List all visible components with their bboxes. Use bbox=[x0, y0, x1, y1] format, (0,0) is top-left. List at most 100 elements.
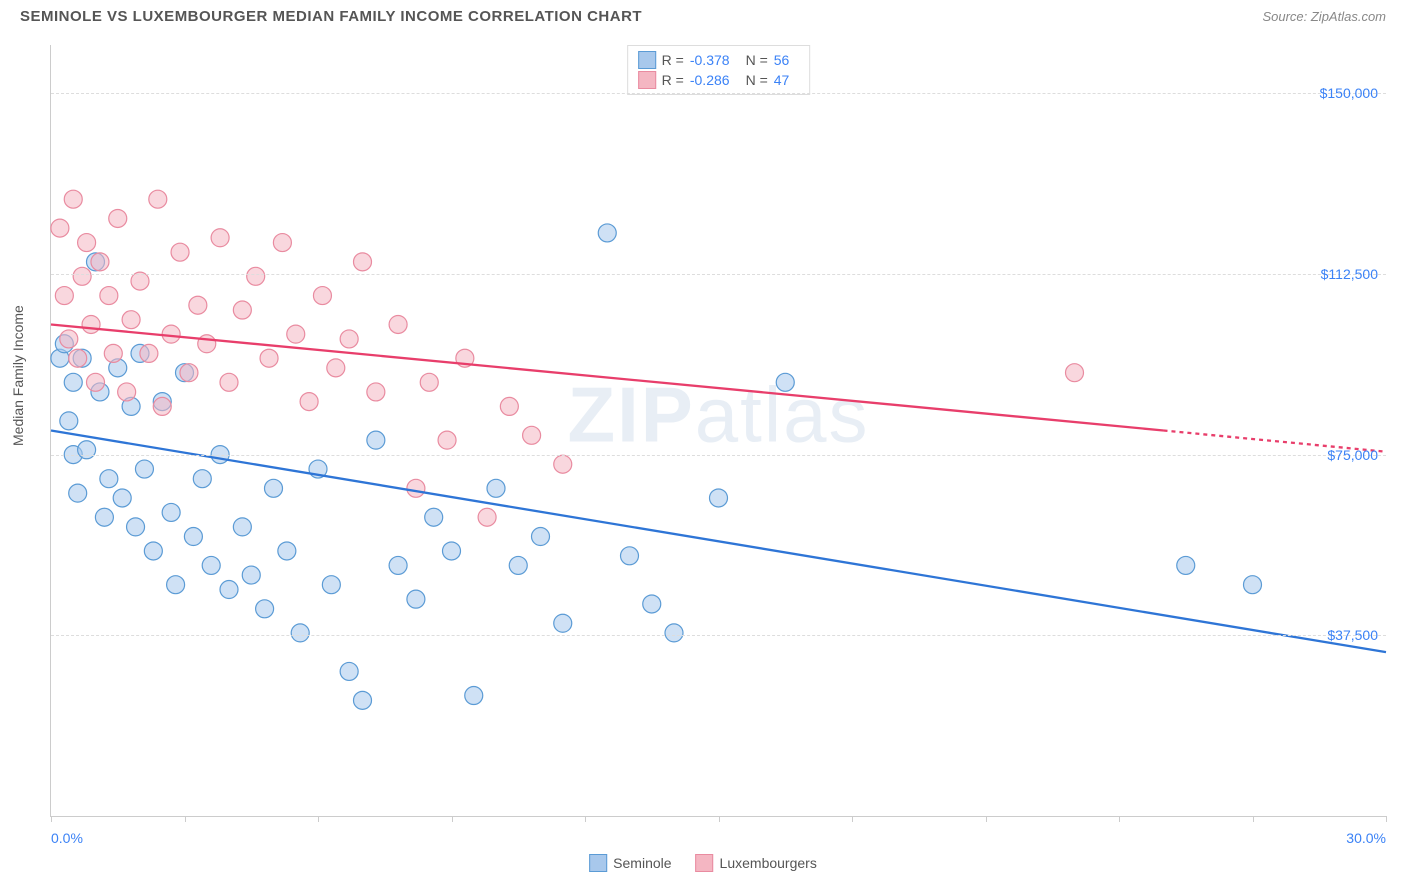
scatter-point bbox=[1244, 576, 1262, 594]
trend-line bbox=[51, 324, 1164, 430]
scatter-point bbox=[287, 325, 305, 343]
scatter-point bbox=[247, 267, 265, 285]
stat-n-label: N = bbox=[746, 72, 768, 88]
scatter-point bbox=[118, 383, 136, 401]
scatter-point bbox=[233, 518, 251, 536]
scatter-point bbox=[189, 296, 207, 314]
scatter-point bbox=[140, 344, 158, 362]
scatter-point bbox=[554, 614, 572, 632]
scatter-point bbox=[265, 479, 283, 497]
scatter-point bbox=[202, 556, 220, 574]
scatter-point bbox=[233, 301, 251, 319]
scatter-point bbox=[710, 489, 728, 507]
scatter-point bbox=[532, 528, 550, 546]
stat-r-label: R = bbox=[662, 72, 684, 88]
scatter-point bbox=[273, 234, 291, 252]
legend-swatch bbox=[589, 854, 607, 872]
scatter-point bbox=[60, 330, 78, 348]
legend-swatch bbox=[696, 854, 714, 872]
x-tick bbox=[1253, 816, 1254, 822]
x-tick bbox=[1119, 816, 1120, 822]
scatter-point bbox=[487, 479, 505, 497]
scatter-point bbox=[162, 325, 180, 343]
scatter-point bbox=[60, 412, 78, 430]
scatter-point bbox=[193, 470, 211, 488]
scatter-point bbox=[1066, 364, 1084, 382]
scatter-point bbox=[327, 359, 345, 377]
scatter-point bbox=[425, 508, 443, 526]
x-tick bbox=[318, 816, 319, 822]
scatter-point bbox=[313, 287, 331, 305]
scatter-point bbox=[100, 470, 118, 488]
scatter-point bbox=[420, 373, 438, 391]
scatter-point bbox=[407, 479, 425, 497]
scatter-point bbox=[127, 518, 145, 536]
x-tick bbox=[1386, 816, 1387, 822]
stat-r-label: R = bbox=[662, 52, 684, 68]
y-axis-label: $37,500 bbox=[1327, 627, 1378, 643]
scatter-point bbox=[122, 311, 140, 329]
scatter-point bbox=[78, 441, 96, 459]
scatter-point bbox=[354, 691, 372, 709]
scatter-point bbox=[598, 224, 616, 242]
scatter-point bbox=[220, 373, 238, 391]
scatter-point bbox=[153, 397, 171, 415]
scatter-point bbox=[135, 460, 153, 478]
scatter-point bbox=[198, 335, 216, 353]
scatter-point bbox=[167, 576, 185, 594]
x-axis-min-label: 0.0% bbox=[51, 830, 83, 846]
scatter-point bbox=[91, 253, 109, 271]
scatter-point bbox=[95, 508, 113, 526]
scatter-point bbox=[73, 267, 91, 285]
scatter-point bbox=[55, 287, 73, 305]
scatter-point bbox=[300, 393, 318, 411]
scatter-point bbox=[171, 243, 189, 261]
legend-item: Luxembourgers bbox=[696, 854, 817, 872]
stat-n-label: N = bbox=[746, 52, 768, 68]
bottom-legend: Seminole Luxembourgers bbox=[589, 854, 817, 872]
scatter-point bbox=[1177, 556, 1195, 574]
scatter-point bbox=[260, 349, 278, 367]
scatter-point bbox=[523, 426, 541, 444]
y-axis-label: $150,000 bbox=[1320, 85, 1378, 101]
x-axis-max-label: 30.0% bbox=[1346, 830, 1386, 846]
gridline bbox=[51, 93, 1386, 94]
stat-r-value: -0.286 bbox=[690, 72, 730, 88]
scatter-point bbox=[113, 489, 131, 507]
y-axis-label: $112,500 bbox=[1321, 266, 1378, 282]
scatter-point bbox=[100, 287, 118, 305]
x-tick bbox=[719, 816, 720, 822]
scatter-point bbox=[211, 229, 229, 247]
x-tick bbox=[185, 816, 186, 822]
scatter-point bbox=[478, 508, 496, 526]
scatter-point bbox=[64, 190, 82, 208]
scatter-point bbox=[82, 315, 100, 333]
scatter-point bbox=[51, 219, 69, 237]
scatter-point bbox=[665, 624, 683, 642]
legend-swatch bbox=[638, 71, 656, 89]
scatter-point bbox=[144, 542, 162, 560]
scatter-point bbox=[389, 315, 407, 333]
x-tick bbox=[452, 816, 453, 822]
scatter-point bbox=[643, 595, 661, 613]
legend-label: Luxembourgers bbox=[720, 855, 817, 871]
x-tick bbox=[986, 816, 987, 822]
stats-legend-box: R = -0.378 N = 56 R = -0.286 N = 47 bbox=[627, 45, 811, 95]
scatter-point bbox=[340, 330, 358, 348]
trend-line bbox=[51, 431, 1386, 653]
scatter-point bbox=[621, 547, 639, 565]
scatter-point bbox=[78, 234, 96, 252]
scatter-point bbox=[184, 528, 202, 546]
scatter-point bbox=[242, 566, 260, 584]
x-tick bbox=[585, 816, 586, 822]
source-attribution: Source: ZipAtlas.com bbox=[1262, 9, 1386, 24]
scatter-point bbox=[69, 484, 87, 502]
scatter-point bbox=[438, 431, 456, 449]
legend-label: Seminole bbox=[613, 855, 671, 871]
scatter-plot-svg bbox=[51, 45, 1386, 816]
stat-n-value: 56 bbox=[774, 52, 790, 68]
x-tick bbox=[852, 816, 853, 822]
y-axis-title: Median Family Income bbox=[10, 305, 26, 446]
scatter-point bbox=[162, 503, 180, 521]
scatter-point bbox=[180, 364, 198, 382]
